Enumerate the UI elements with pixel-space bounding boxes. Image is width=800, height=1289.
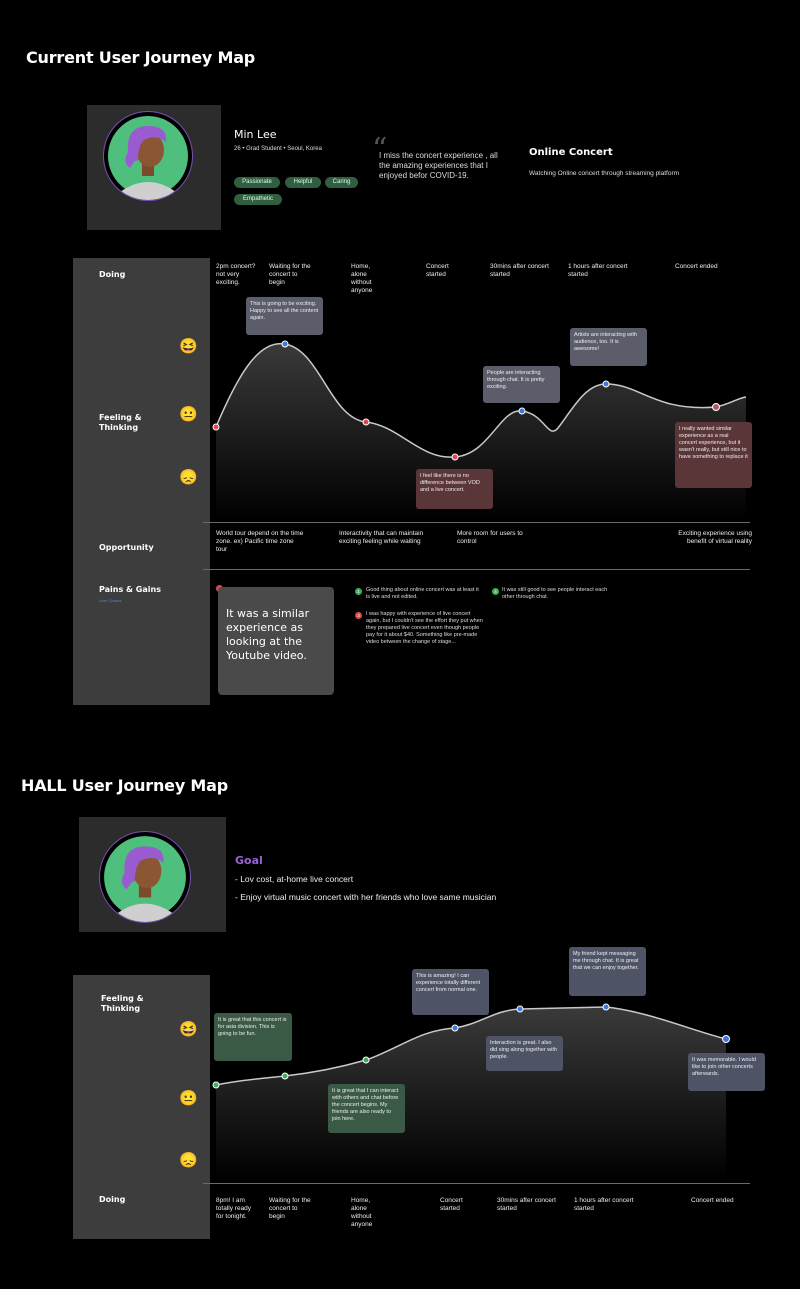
- context-subtitle: Watching Online concert through streamin…: [529, 170, 680, 177]
- map2-stage-6: 1 hours after concert started: [574, 1197, 634, 1212]
- divider-2: [203, 569, 750, 570]
- bubble-5: I really wanted similar experience as a …: [675, 422, 752, 488]
- stage-3: Home, alone without anyone: [351, 263, 373, 294]
- map1-sidebar: [73, 258, 210, 705]
- goal-item-1: - Lov cost, at-home live concert: [235, 874, 354, 884]
- big-quote-text: It was a similar experience as looking a…: [226, 607, 310, 662]
- map2-title: HALL User Journey Map: [21, 776, 229, 795]
- map2-sidebar: [73, 975, 210, 1239]
- avatar-2: [99, 831, 191, 923]
- map2-stage-7: Concert ended: [691, 1197, 734, 1204]
- gain-quote-1: Good thing about online concert was at l…: [366, 587, 479, 600]
- stage-7: Concert ended: [675, 263, 718, 270]
- stage-6: 1 hours after concert started: [568, 263, 628, 278]
- row-label-doing: Doing: [99, 270, 126, 279]
- neutral-face-icon: 😐: [179, 406, 198, 423]
- persona-quote: I miss the concert experience , all the …: [379, 151, 498, 180]
- pain-quote-3: I was happy with experience of live conc…: [366, 611, 483, 645]
- map2-stage-4: Concert started: [440, 1197, 463, 1212]
- persona-photo-card: [87, 105, 221, 230]
- tag-helpful: Helpful: [285, 177, 321, 188]
- gain-quote-4: It was still good to see people interact…: [502, 587, 608, 600]
- map2-bubble-1: It is great that this concert is for asi…: [214, 1013, 292, 1061]
- context-title: Online Concert: [529, 147, 613, 158]
- big-quote-card: It was a similar experience as looking a…: [218, 587, 334, 695]
- stage-2: Waiting for the concert to begin: [269, 263, 311, 286]
- opportunity-1: World tour depend on the time zone. ex) …: [216, 530, 304, 553]
- map1-title: Current User Journey Map: [26, 48, 256, 67]
- map2-divider: [203, 1183, 750, 1184]
- map2-row-label-doing: Doing: [99, 1195, 126, 1204]
- stage-4: Concert started: [426, 263, 449, 278]
- bubble-2: I feel like there is no difference betwe…: [416, 469, 493, 509]
- opportunity-3: More room for users to control: [457, 530, 523, 545]
- tag-caring: Caring: [325, 177, 358, 188]
- laughing-face-icon: 😆: [179, 338, 198, 355]
- map2-row-label-feeling: Feeling & Thinking: [101, 994, 144, 1013]
- quote-mark-icon: “: [372, 132, 388, 167]
- row-label-opportunity: Opportunity: [99, 543, 154, 552]
- tag-empathetic: Empathetic: [234, 194, 282, 205]
- pain-marker-3-icon: 3: [355, 612, 362, 619]
- bubble-3: People are interacting through chat. It …: [483, 366, 560, 403]
- opportunity-4: Exciting experience using benefit of vir…: [678, 530, 752, 545]
- opportunity-2: Interactivity that can maintain exciting…: [339, 530, 424, 545]
- bubble-4: Artists are interacting with audience, t…: [570, 328, 647, 366]
- persona-photo-card-2: [79, 817, 226, 932]
- tag-passionate: Passionate: [234, 177, 280, 188]
- neutral-face-icon-2: 😐: [179, 1090, 198, 1107]
- bubble-1: This is going to be exciting. Happy to s…: [246, 297, 323, 335]
- gain-marker-4-icon: 4: [492, 588, 499, 595]
- map2-bubble-2: It is great that I can interact with oth…: [328, 1084, 405, 1133]
- map2-bubble-5: My friend kept messaging me through chat…: [569, 947, 646, 996]
- stage-1: 2pm concert? not very exciting.: [216, 263, 256, 286]
- goal-title: Goal: [235, 854, 263, 867]
- row-label-pains: Pains & Gains: [99, 585, 161, 594]
- row-label-feeling: Feeling & Thinking: [99, 413, 142, 432]
- gain-marker-1-icon: 1: [355, 588, 362, 595]
- map2-bubble-4: Interaction is great. I also did sing al…: [486, 1036, 563, 1071]
- map2-stage-3: Home, alone without anyone: [351, 1197, 373, 1228]
- laughing-face-icon-2: 😆: [179, 1021, 198, 1038]
- divider-1: [203, 522, 750, 523]
- avatar: [103, 111, 193, 201]
- map2-stage-5: 30mins after concert started: [497, 1197, 556, 1212]
- sad-face-icon-2: 😞: [179, 1152, 198, 1169]
- goal-item-2: - Enjoy virtual music concert with her f…: [235, 892, 497, 902]
- persona-details: 26 • Grad Student • Seoul, Korea: [234, 146, 322, 152]
- sad-face-icon: 😞: [179, 469, 198, 486]
- map2-bubble-3: This is amazing! I can experience totall…: [412, 969, 489, 1015]
- row-sublabel-quotes: User Quotes: [99, 598, 122, 603]
- map2-stage-2: Waiting for the concert to begin: [269, 1197, 311, 1220]
- map2-stage-1: 8pm! I am totally ready for tonight.: [216, 1197, 252, 1220]
- persona-name: Min Lee: [234, 128, 277, 141]
- map2-bubble-6: It was memorable. I would like to join o…: [688, 1053, 765, 1091]
- stage-5: 30mins after concert started: [490, 263, 549, 278]
